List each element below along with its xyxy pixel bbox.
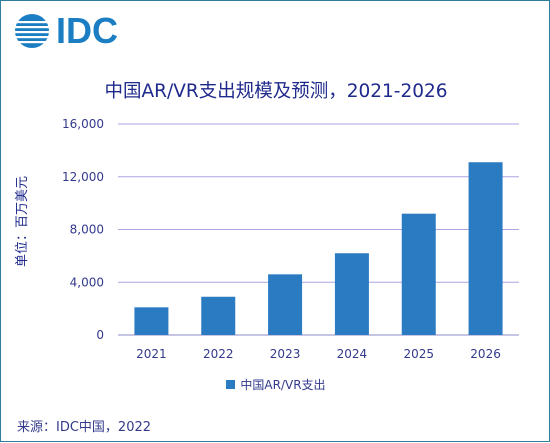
x-tick-label: 2021: [136, 347, 167, 361]
x-tick-label: 2025: [403, 347, 434, 361]
legend-label: 中国AR/VR支出: [240, 378, 326, 392]
y-tick-label: 12,000: [62, 170, 104, 184]
x-tick-label: 2026: [470, 347, 501, 361]
y-tick-label: 4,000: [70, 275, 104, 289]
bar: [334, 253, 369, 335]
x-tick-label: 2023: [270, 347, 301, 361]
bar: [134, 307, 169, 335]
x-tick-label: 2024: [337, 347, 368, 361]
y-tick-label: 8,000: [70, 223, 104, 237]
legend-swatch: [226, 380, 236, 389]
bar: [201, 296, 236, 335]
logo-text: IDC: [56, 10, 118, 51]
bar: [468, 162, 503, 335]
y-tick-label: 16,000: [62, 117, 104, 131]
source-note: 来源：IDC中国，2022: [17, 420, 152, 435]
bar: [401, 213, 436, 335]
globe-icon: [15, 14, 49, 48]
chart-title: 中国AR/VR支出规模及预测，2021-2026: [104, 81, 448, 102]
bar: [268, 274, 303, 335]
legend: 中国AR/VR支出: [1, 376, 550, 393]
idc-logo: IDC: [14, 13, 118, 49]
y-tick-label: 0: [96, 328, 104, 342]
x-tick-label: 2022: [203, 347, 234, 361]
